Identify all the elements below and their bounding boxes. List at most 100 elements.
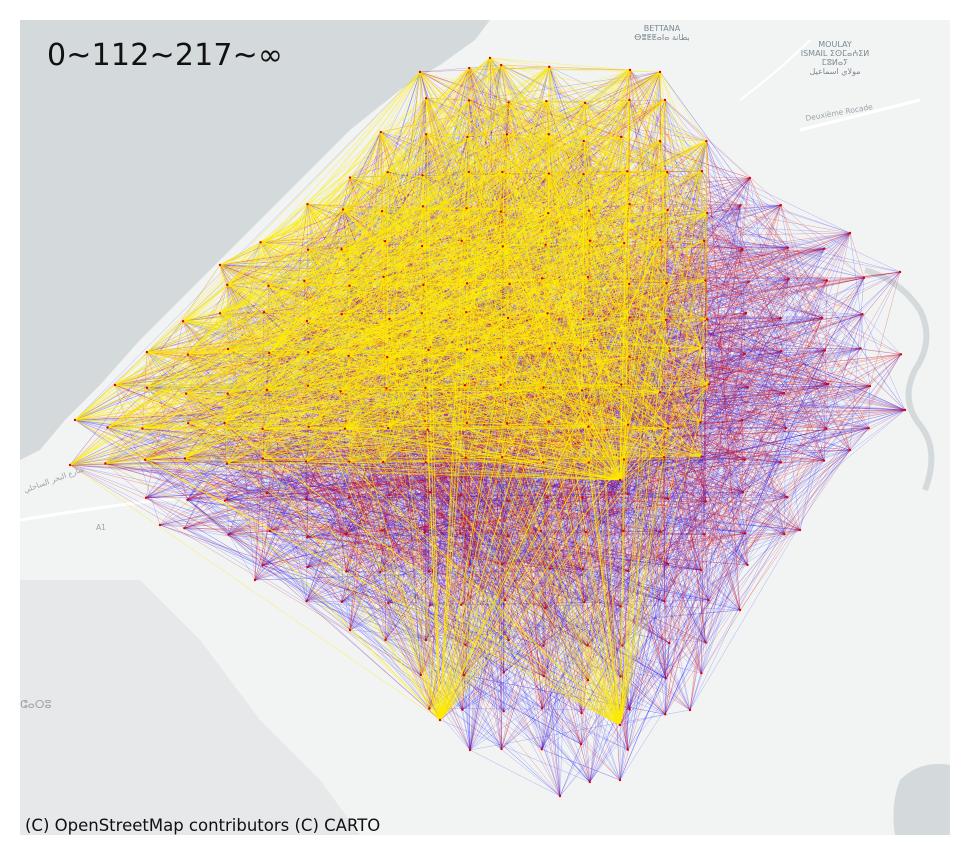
flow-line bbox=[146, 457, 466, 499]
flow-line bbox=[388, 386, 748, 429]
flow-line bbox=[543, 462, 630, 710]
flow-line bbox=[105, 463, 801, 531]
flow-line bbox=[388, 356, 630, 604]
flow-line bbox=[306, 498, 669, 602]
flow-line bbox=[346, 462, 589, 572]
flow-line bbox=[541, 248, 825, 709]
flow-line bbox=[307, 531, 587, 538]
flow-line bbox=[627, 492, 744, 495]
flow-line bbox=[619, 277, 865, 726]
flow-line bbox=[584, 601, 741, 611]
flow-line bbox=[629, 69, 751, 179]
flow-line bbox=[664, 99, 827, 429]
flow-line bbox=[627, 277, 865, 495]
flow-line bbox=[706, 319, 741, 611]
flow-line bbox=[466, 311, 788, 498]
flow-line bbox=[584, 102, 703, 172]
flow-line bbox=[501, 64, 851, 234]
flow-line bbox=[627, 205, 741, 750]
flow-line bbox=[146, 494, 462, 499]
flow-line bbox=[503, 409, 906, 712]
flow-line bbox=[744, 533, 748, 565]
flow-line bbox=[462, 449, 851, 710]
flow-line bbox=[429, 385, 871, 606]
flow-line bbox=[507, 383, 829, 537]
flow-line bbox=[627, 205, 741, 750]
flow-line bbox=[669, 570, 702, 644]
flow-line bbox=[188, 422, 665, 602]
flow-line bbox=[667, 317, 781, 429]
flow-line bbox=[667, 534, 705, 565]
flow-line bbox=[629, 69, 823, 318]
flow-line bbox=[114, 384, 629, 572]
flow-line bbox=[629, 312, 747, 710]
flow-line bbox=[824, 277, 865, 351]
flow-line bbox=[541, 248, 825, 709]
flow-line bbox=[663, 457, 788, 498]
flow-line bbox=[266, 492, 509, 502]
flow-line bbox=[744, 313, 863, 354]
flow-line bbox=[429, 571, 709, 601]
flow-line bbox=[584, 278, 789, 603]
flow-line bbox=[348, 493, 628, 499]
flow-line bbox=[744, 313, 863, 354]
flow-line bbox=[664, 601, 691, 711]
flow-line bbox=[627, 600, 709, 750]
flow-line bbox=[262, 458, 741, 611]
flow-line bbox=[382, 461, 422, 676]
flow-line bbox=[862, 314, 906, 411]
flow-line bbox=[659, 71, 861, 349]
flow-line bbox=[187, 499, 702, 571]
flow-line bbox=[622, 645, 666, 679]
flow-line bbox=[629, 204, 827, 429]
flow-line bbox=[619, 533, 746, 726]
flow-line bbox=[107, 427, 441, 721]
flow-line bbox=[707, 212, 789, 279]
flow-line bbox=[463, 674, 628, 750]
flow-line bbox=[704, 240, 902, 355]
flow-line bbox=[146, 387, 430, 709]
flow-line bbox=[224, 422, 229, 535]
flow-line bbox=[187, 499, 629, 572]
flow-line bbox=[69, 462, 544, 466]
flow-line bbox=[146, 387, 346, 535]
flow-line bbox=[74, 348, 229, 421]
flow-line bbox=[463, 529, 801, 676]
flow-line bbox=[184, 458, 256, 581]
flow-line bbox=[254, 563, 668, 581]
flow-line bbox=[742, 383, 829, 493]
flow-line bbox=[429, 423, 508, 709]
flow-line bbox=[860, 314, 863, 349]
flow-line bbox=[862, 314, 902, 355]
flow-line bbox=[379, 240, 462, 573]
flow-line bbox=[187, 499, 561, 797]
flow-line bbox=[269, 461, 384, 532]
flow-line bbox=[559, 318, 781, 797]
flow-line bbox=[701, 170, 871, 387]
flow-line bbox=[587, 348, 861, 646]
flow-line bbox=[269, 271, 901, 354]
flow-line bbox=[665, 319, 871, 387]
flow-line bbox=[269, 530, 543, 709]
flow-line bbox=[660, 459, 745, 532]
flow-line bbox=[705, 428, 787, 643]
flow-line bbox=[707, 317, 823, 320]
flow-line bbox=[741, 383, 829, 421]
flow-line bbox=[664, 428, 669, 715]
flow-line bbox=[463, 674, 543, 709]
flow-line bbox=[266, 492, 741, 611]
flow-line bbox=[388, 603, 471, 751]
flow-line bbox=[585, 386, 748, 533]
flow-line bbox=[744, 247, 789, 354]
flow-line bbox=[224, 493, 628, 501]
flow-line bbox=[704, 534, 709, 601]
flow-line bbox=[184, 527, 427, 641]
flow-line bbox=[254, 171, 628, 581]
flow-line bbox=[799, 428, 827, 531]
flow-line bbox=[267, 389, 702, 571]
flow-line bbox=[701, 205, 741, 674]
flow-line bbox=[184, 528, 421, 676]
map-view[interactable]: BETTANA ⴱⴻⵟⵟⴰⵏⴰ بطانة MOULAY ISMAIL ⵉⵙⵎⴰ… bbox=[20, 20, 950, 835]
flow-line bbox=[706, 141, 823, 318]
flow-line bbox=[826, 384, 829, 429]
